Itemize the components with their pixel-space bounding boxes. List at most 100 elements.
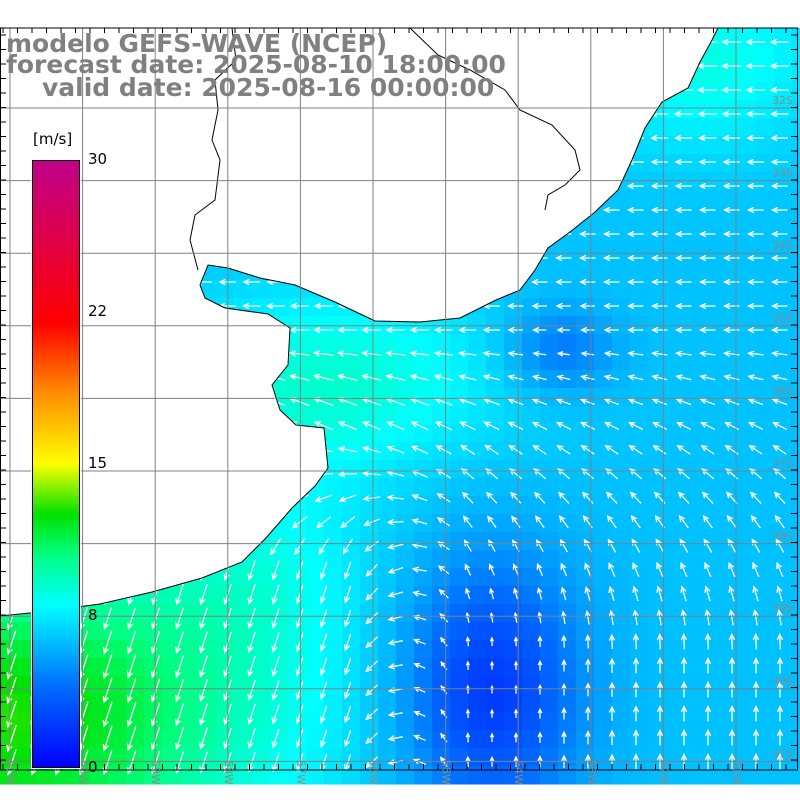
lon-label: 51W [730,760,743,785]
wind-arrow [412,638,426,645]
wind-speed-cell [612,460,631,479]
wind-arrow [773,491,786,504]
wind-speed-cell [558,568,577,587]
wind-speed-cell [396,514,415,533]
wind-speed-cell [792,586,800,605]
wind-arrow [387,735,403,742]
wind-speed-cell [522,388,541,407]
wind-speed-cell [504,766,523,785]
wind-arrow [650,230,668,238]
wind-speed-cell [522,496,541,515]
wind-arrow [728,633,736,650]
wind-speed-cell [288,532,307,551]
wind-speed-cell [630,478,649,497]
wind-speed-cell [774,334,793,353]
wind-speed-cell [396,478,415,497]
wind-speed-cell [558,730,577,749]
wind-arrow [126,678,137,704]
wind-arrow [175,583,184,606]
wind-speed-cell [576,676,595,695]
wind-speed-cell [702,424,721,443]
wind-speed-cell [630,442,649,461]
wind-arrow [102,630,113,655]
wind-speed-cell [774,604,793,623]
wind-speed-cell [612,478,631,497]
wind-speed-cell [108,676,127,695]
wind-speed-cell [504,298,523,317]
wind-speed-cell [684,712,703,731]
wind-arrow [701,491,714,504]
wind-speed-cell [684,154,703,173]
wind-arrow [271,752,280,773]
wind-arrow [675,326,692,334]
wind-arrow [680,609,687,626]
wind-speed-cell [612,226,631,245]
wind-speed-cell [288,766,307,785]
wind-speed-cell [324,712,343,731]
wind-arrow [676,445,691,455]
wind-speed-cell [396,370,415,389]
lat-label: 41S [772,747,793,760]
wind-arrow [247,704,256,726]
wind-speed-cell [666,478,685,497]
wind-arrow [271,728,280,749]
wind-speed-cell [594,730,613,749]
wind-speed-cell [288,298,307,317]
lon-label: 52W [657,760,670,785]
wind-speed-cell [486,352,505,371]
wind-arrow [630,514,641,529]
wind-arrow [387,567,404,574]
wind-speed-cell [324,532,343,551]
wind-arrow [700,445,715,455]
wind-arrow [271,632,280,653]
wind-speed-cell [558,640,577,659]
wind-speed-cell [162,640,181,659]
wind-speed-cell [756,226,775,245]
wind-arrow [745,62,766,70]
wind-arrow [343,561,352,580]
wind-speed-cell [486,640,505,659]
wind-speed-cell [684,496,703,515]
wind-speed-cell [252,640,271,659]
wind-speed-cell [684,280,703,299]
wind-speed-cell [576,604,595,623]
wind-speed-cell [324,730,343,749]
wind-speed-cell [126,730,145,749]
wind-arrow [513,684,519,694]
wind-arrow [199,751,208,774]
wind-speed-cell [270,622,289,641]
wind-speed-cell [630,262,649,281]
wind-speed-cell [666,370,685,389]
wind-speed-cell [540,694,559,713]
wind-speed-cell [522,604,541,623]
wind-speed-cell [450,532,469,551]
wind-speed-cell [792,532,800,551]
wind-speed-cell [774,568,793,587]
wind-arrow [513,755,519,767]
wind-arrow [561,683,567,696]
wind-arrow [409,373,430,381]
wind-arrow [312,350,334,357]
wind-arrow [560,586,567,601]
wind-speed-cell [684,730,703,749]
wind-speed-cell [522,424,541,443]
wind-speed-cell [702,730,721,749]
wind-arrow [271,584,280,605]
wind-arrow [534,491,546,504]
wind-arrow [199,583,208,606]
wind-arrow [436,517,451,527]
wind-arrow [723,350,740,357]
wind-arrow [488,539,496,552]
wind-speed-cell [630,190,649,209]
wind-speed-cell [360,730,379,749]
wind-speed-cell [702,460,721,479]
wind-speed-cell [576,478,595,497]
wind-speed-cell [486,334,505,353]
wind-speed-cell [126,604,145,623]
wind-speed-cell [306,694,325,713]
wind-arrow [508,444,523,455]
wind-speed-cell [720,694,739,713]
wind-speed-cell [792,172,800,191]
wind-speed-cell [720,190,739,209]
wind-arrow [312,373,334,381]
